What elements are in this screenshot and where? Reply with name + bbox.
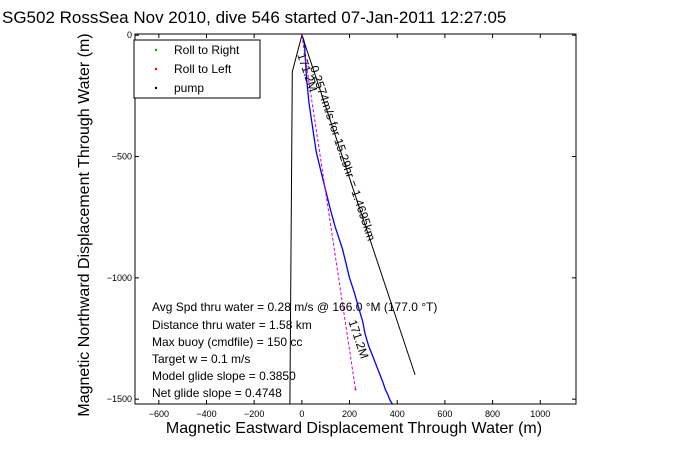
x-tick-label: −400	[196, 409, 216, 419]
stats-block: Avg Spd thru water = 0.28 m/s @ 166.0 °M…	[152, 300, 437, 400]
y-tick-label: 0	[127, 30, 132, 40]
x-tick-label: 400	[390, 409, 405, 419]
legend-label-roll-right: Roll to Right	[174, 43, 240, 57]
stat-avg-speed: Avg Spd thru water = 0.28 m/s @ 166.0 °M…	[152, 300, 437, 314]
legend-marker-roll-left	[154, 67, 158, 71]
stat-max-buoy: Max buoy (cmdfile) = 150 cc	[152, 335, 302, 349]
stat-target-w: Target w = 0.1 m/s	[152, 352, 250, 366]
series-point-projection	[354, 388, 357, 391]
chart-title: SG502 RossSea Nov 2010, dive 546 started…	[2, 8, 506, 27]
stat-net-glide: Net glide slope = 0.4748	[152, 386, 282, 400]
series-point-projection	[300, 34, 303, 37]
data-layer	[289, 34, 416, 405]
legend: Roll to Right Roll to Left pump	[133, 39, 261, 99]
series-line-heading	[289, 35, 303, 405]
stat-distance: Distance thru water = 1.58 km	[152, 318, 312, 332]
x-tick-label: 600	[437, 409, 452, 419]
legend-marker-roll-right	[154, 48, 158, 52]
x-tick-label: −200	[244, 409, 264, 419]
series-line-track	[301, 34, 393, 405]
stat-model-glide: Model glide slope = 0.3850	[152, 369, 296, 383]
legend-label-pump: pump	[174, 81, 204, 95]
y-tick-label: −500	[112, 152, 132, 162]
x-tick-label: 800	[485, 409, 500, 419]
series-line-current	[301, 35, 416, 376]
x-tick-label: 0	[299, 409, 304, 419]
legend-label-roll-left: Roll to Left	[174, 62, 232, 76]
y-axis-label: Magnetic Northward Displacement Through …	[76, 33, 93, 416]
y-axis: 0 −500 −1000 −1500	[107, 30, 576, 404]
x-tick-label: −600	[149, 409, 169, 419]
y-tick-label: −1500	[107, 394, 132, 404]
y-tick-label: −1000	[107, 273, 132, 283]
legend-marker-pump	[154, 86, 158, 90]
x-tick-label: 1000	[530, 409, 550, 419]
x-axis-label: Magnetic Eastward Displacement Through W…	[166, 420, 542, 437]
x-tick-label: 200	[342, 409, 357, 419]
